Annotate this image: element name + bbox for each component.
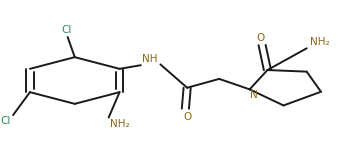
Text: O: O — [183, 112, 191, 122]
Text: NH₂: NH₂ — [310, 37, 329, 47]
Text: N: N — [250, 90, 258, 100]
Text: NH₂: NH₂ — [110, 119, 130, 129]
Text: Cl: Cl — [0, 116, 10, 126]
Text: O: O — [256, 33, 264, 43]
Text: NH: NH — [142, 54, 157, 64]
Text: Cl: Cl — [62, 25, 72, 35]
